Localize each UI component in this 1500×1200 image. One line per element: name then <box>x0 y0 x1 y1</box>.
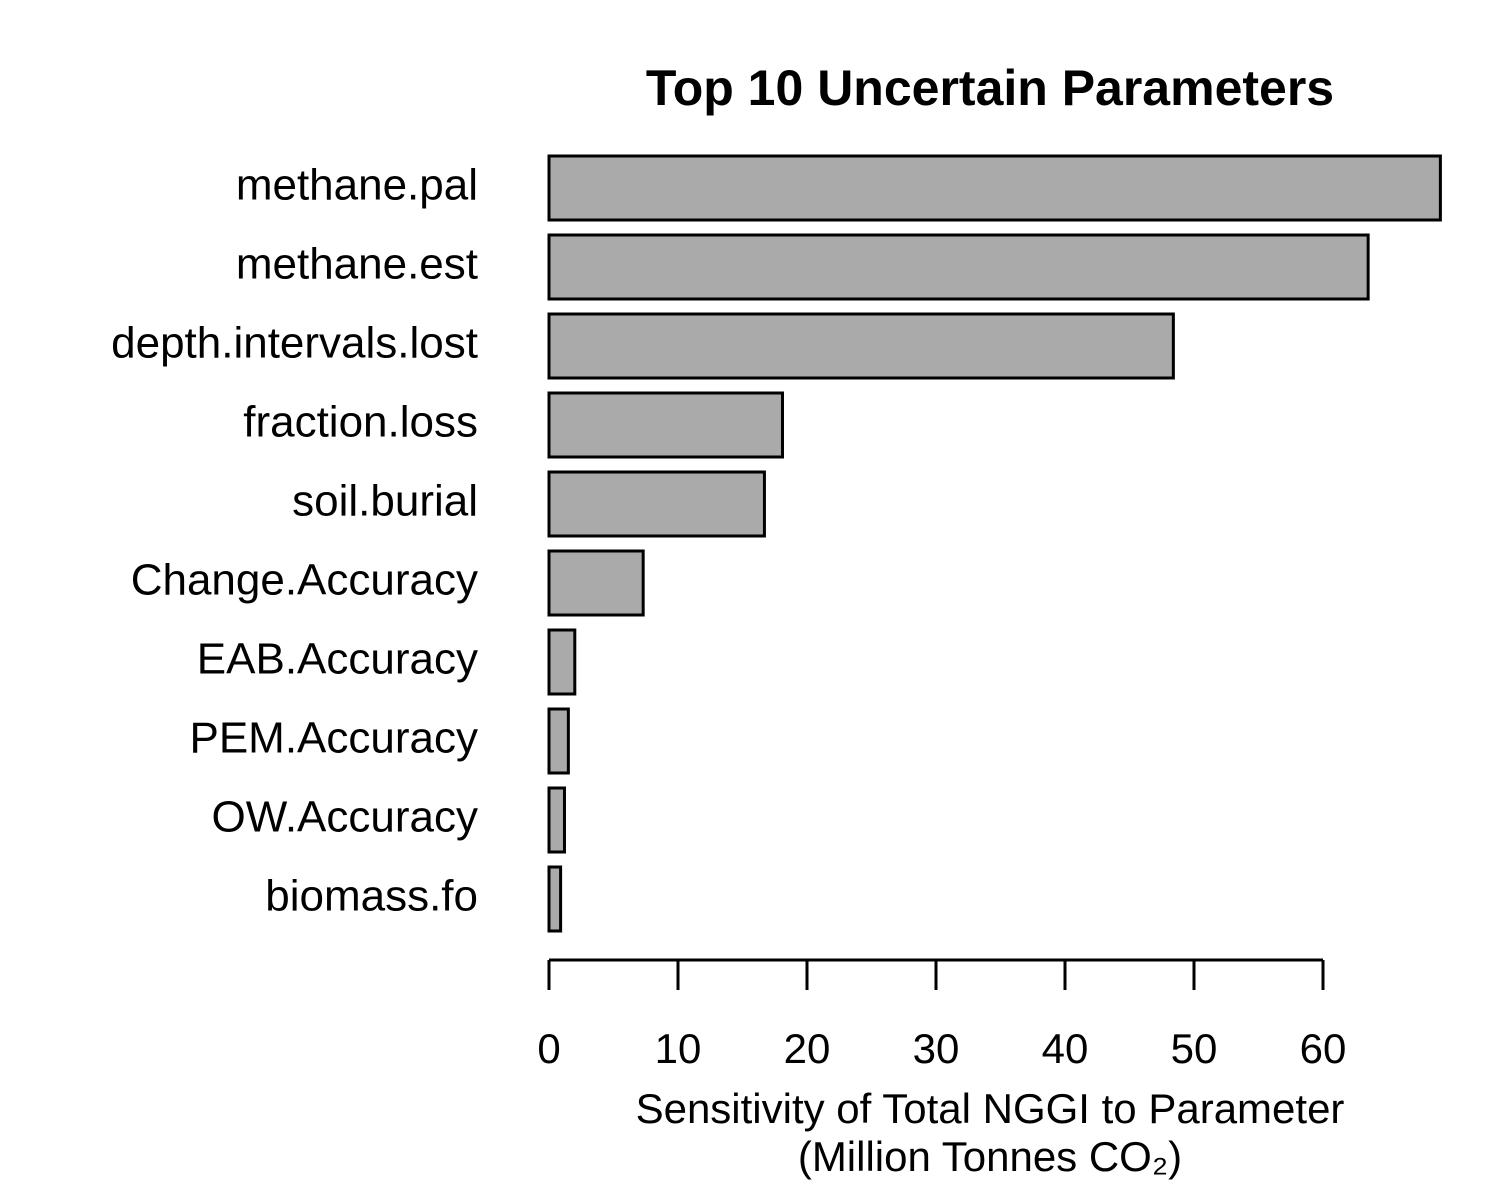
x-tick-label: 40 <box>1042 1025 1089 1072</box>
bar <box>547 233 1370 301</box>
bar <box>547 312 1175 380</box>
bar <box>547 154 1442 222</box>
x-axis-label: (Million Tonnes CO₂) <box>798 1133 1182 1180</box>
y-tick-label: biomass.fo <box>265 872 478 921</box>
y-tick-label: OW.Accuracy <box>212 793 479 842</box>
y-tick-label: methane.est <box>236 240 478 289</box>
x-tick-label: 20 <box>784 1025 831 1072</box>
y-tick-label: soil.burial <box>292 477 478 526</box>
y-tick-label: Change.Accuracy <box>131 556 478 605</box>
bar <box>547 786 566 854</box>
bar <box>547 391 784 459</box>
bar <box>547 707 570 775</box>
bar <box>547 628 577 696</box>
x-axis-label: Sensitivity of Total NGGI to Parameter <box>636 1085 1345 1132</box>
x-tick-label: 0 <box>537 1025 560 1072</box>
bar <box>547 470 766 538</box>
x-tick-label: 50 <box>1171 1025 1218 1072</box>
x-tick-label: 60 <box>1300 1025 1347 1072</box>
y-tick-label: depth.intervals.lost <box>111 319 478 368</box>
y-tick-label: EAB.Accuracy <box>197 635 478 684</box>
y-tick-label: methane.pal <box>236 161 478 210</box>
bar <box>547 549 645 617</box>
x-tick-label: 10 <box>655 1025 702 1072</box>
bar <box>547 865 563 933</box>
x-tick-label: 30 <box>913 1025 960 1072</box>
y-tick-label: fraction.loss <box>243 398 478 447</box>
y-tick-label: PEM.Accuracy <box>189 714 478 763</box>
chart-title: Top 10 Uncertain Parameters <box>646 60 1334 116</box>
